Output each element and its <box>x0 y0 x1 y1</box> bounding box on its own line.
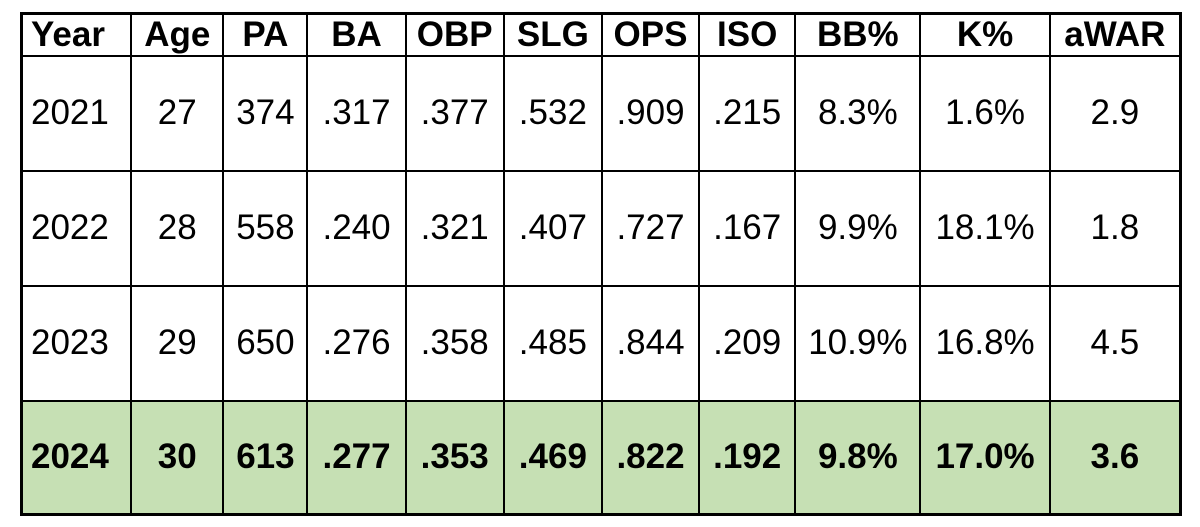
data-cell: 3.6 <box>1048 399 1179 513</box>
header-cell: BA <box>306 15 407 57</box>
data-cell: .727 <box>600 169 701 287</box>
data-cell: 2021 <box>23 55 133 172</box>
data-row: 2023 29 650.276.358.485.844.209 10.9% 16.8% 4… <box>23 284 1179 402</box>
data-cell: .240 <box>306 169 407 287</box>
data-cell: .215 <box>698 55 797 172</box>
header-cell: ISO <box>698 15 797 57</box>
data-cell: 30 <box>130 399 225 513</box>
data-cell: .353 <box>404 399 505 513</box>
data-cell: .277 <box>306 399 407 513</box>
data-cell: 374 <box>222 55 309 172</box>
data-cell: 2024 <box>23 399 133 513</box>
data-cell: 28 <box>130 169 225 287</box>
data-cell: 2.9 <box>1048 55 1179 172</box>
data-cell: 1.6% <box>919 55 1051 172</box>
header-cell: aWAR <box>1048 15 1179 57</box>
data-cell: 16.8% <box>919 284 1051 402</box>
data-cell: .317 <box>306 55 407 172</box>
data-cell: .358 <box>404 284 505 402</box>
data-cell: .321 <box>404 169 505 287</box>
data-cell: 17.0% <box>919 399 1051 513</box>
data-cell: 9.8% <box>794 399 922 513</box>
stats-table: Year Age PA BA OBP SLG OPS ISO BB% K% aWAR 2021 27 3… <box>23 15 1179 513</box>
data-cell: 9.9% <box>794 169 922 287</box>
header-cell: Age <box>130 15 225 57</box>
header-cell: OPS <box>600 15 701 57</box>
data-cell: 613 <box>222 399 309 513</box>
data-cell: 558 <box>222 169 309 287</box>
data-cell: 10.9% <box>794 284 922 402</box>
data-cell: .192 <box>698 399 797 513</box>
data-cell: .822 <box>600 399 701 513</box>
data-cell: 2022 <box>23 169 133 287</box>
header-cell: Year <box>23 15 133 57</box>
header-cell: BB% <box>794 15 922 57</box>
data-cell: .407 <box>502 169 603 287</box>
data-row: 2022 28 558.240.321.407.727.167 9.9% 18.1% 1.… <box>23 169 1179 287</box>
data-cell: 1.8 <box>1048 169 1179 287</box>
header-row: Year Age PA BA OBP SLG OPS ISO BB% K% aWAR <box>23 15 1179 57</box>
data-cell: .209 <box>698 284 797 402</box>
data-cell: 650 <box>222 284 309 402</box>
data-row: 2024 30 613.277.353.469.822.192 9.8% 17.0% 3.… <box>23 399 1179 513</box>
data-cell: .844 <box>600 284 701 402</box>
data-cell: 8.3% <box>794 55 922 172</box>
stats-table-frame: Year Age PA BA OBP SLG OPS ISO BB% K% aWAR 2021 27 3… <box>20 12 1182 516</box>
header-cell: SLG <box>502 15 603 57</box>
header-cell: OBP <box>404 15 505 57</box>
data-cell: 27 <box>130 55 225 172</box>
data-cell: .485 <box>502 284 603 402</box>
data-cell: .469 <box>502 399 603 513</box>
data-cell: .377 <box>404 55 505 172</box>
data-cell: .909 <box>600 55 701 172</box>
data-cell: 18.1% <box>919 169 1051 287</box>
data-cell: .167 <box>698 169 797 287</box>
header-cell: PA <box>222 15 309 57</box>
data-cell: 4.5 <box>1048 284 1179 402</box>
data-cell: 29 <box>130 284 225 402</box>
data-cell: .276 <box>306 284 407 402</box>
data-row: 2021 27 374.317.377.532.909.215 8.3% 1.6% 2.9 <box>23 55 1179 172</box>
header-cell: K% <box>919 15 1051 57</box>
data-cell: .532 <box>502 55 603 172</box>
data-cell: 2023 <box>23 284 133 402</box>
